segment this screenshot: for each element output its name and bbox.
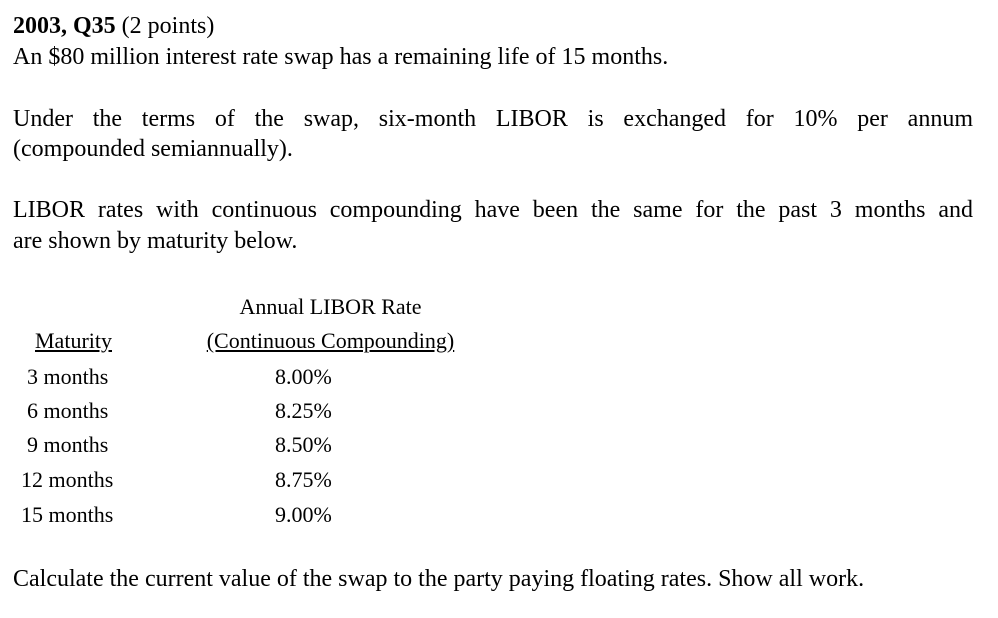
- rate-header-line2: (Continuous Compounding): [203, 327, 458, 355]
- table-row-maturity: 12 months: [21, 467, 114, 492]
- question-label: 2003, Q35: [13, 13, 116, 39]
- table-row-rate: 8.50%: [275, 432, 332, 457]
- maturity-header-label: Maturity: [35, 328, 112, 353]
- rate-header-line1: Annual LIBOR Rate: [239, 294, 422, 319]
- intro-text: An $80 million interest rate swap has a …: [13, 44, 669, 70]
- terms-text-line1: Under the terms of the swap, six-month L…: [13, 106, 973, 132]
- question-points: (2 points): [121, 13, 215, 39]
- question-heading: 2003, Q35 (2 points): [13, 11, 214, 41]
- table-row-maturity: 9 months: [27, 432, 109, 457]
- table-row-rate: 8.75%: [275, 467, 332, 492]
- table-row-maturity: 15 months: [21, 502, 114, 527]
- rate-header-line2-label: (Continuous Compounding): [206, 328, 455, 353]
- table-row-maturity: 3 months: [27, 364, 109, 389]
- libor-text-line1: LIBOR rates with continuous compounding …: [13, 197, 973, 223]
- table-row-rate: 9.00%: [275, 502, 332, 527]
- maturity-header: Maturity: [35, 327, 155, 355]
- table-row-rate: 8.25%: [275, 398, 332, 423]
- task-text: Calculate the current value of the swap …: [13, 566, 865, 592]
- libor-rate-table: Annual LIBOR Rate Maturity (Continuous C…: [13, 290, 473, 540]
- terms-text-line2: (compounded semiannually).: [13, 136, 293, 162]
- table-row-maturity: 6 months: [27, 398, 109, 423]
- libor-text-line2: are shown by maturity below.: [13, 228, 298, 254]
- table-row-rate: 8.00%: [275, 364, 332, 389]
